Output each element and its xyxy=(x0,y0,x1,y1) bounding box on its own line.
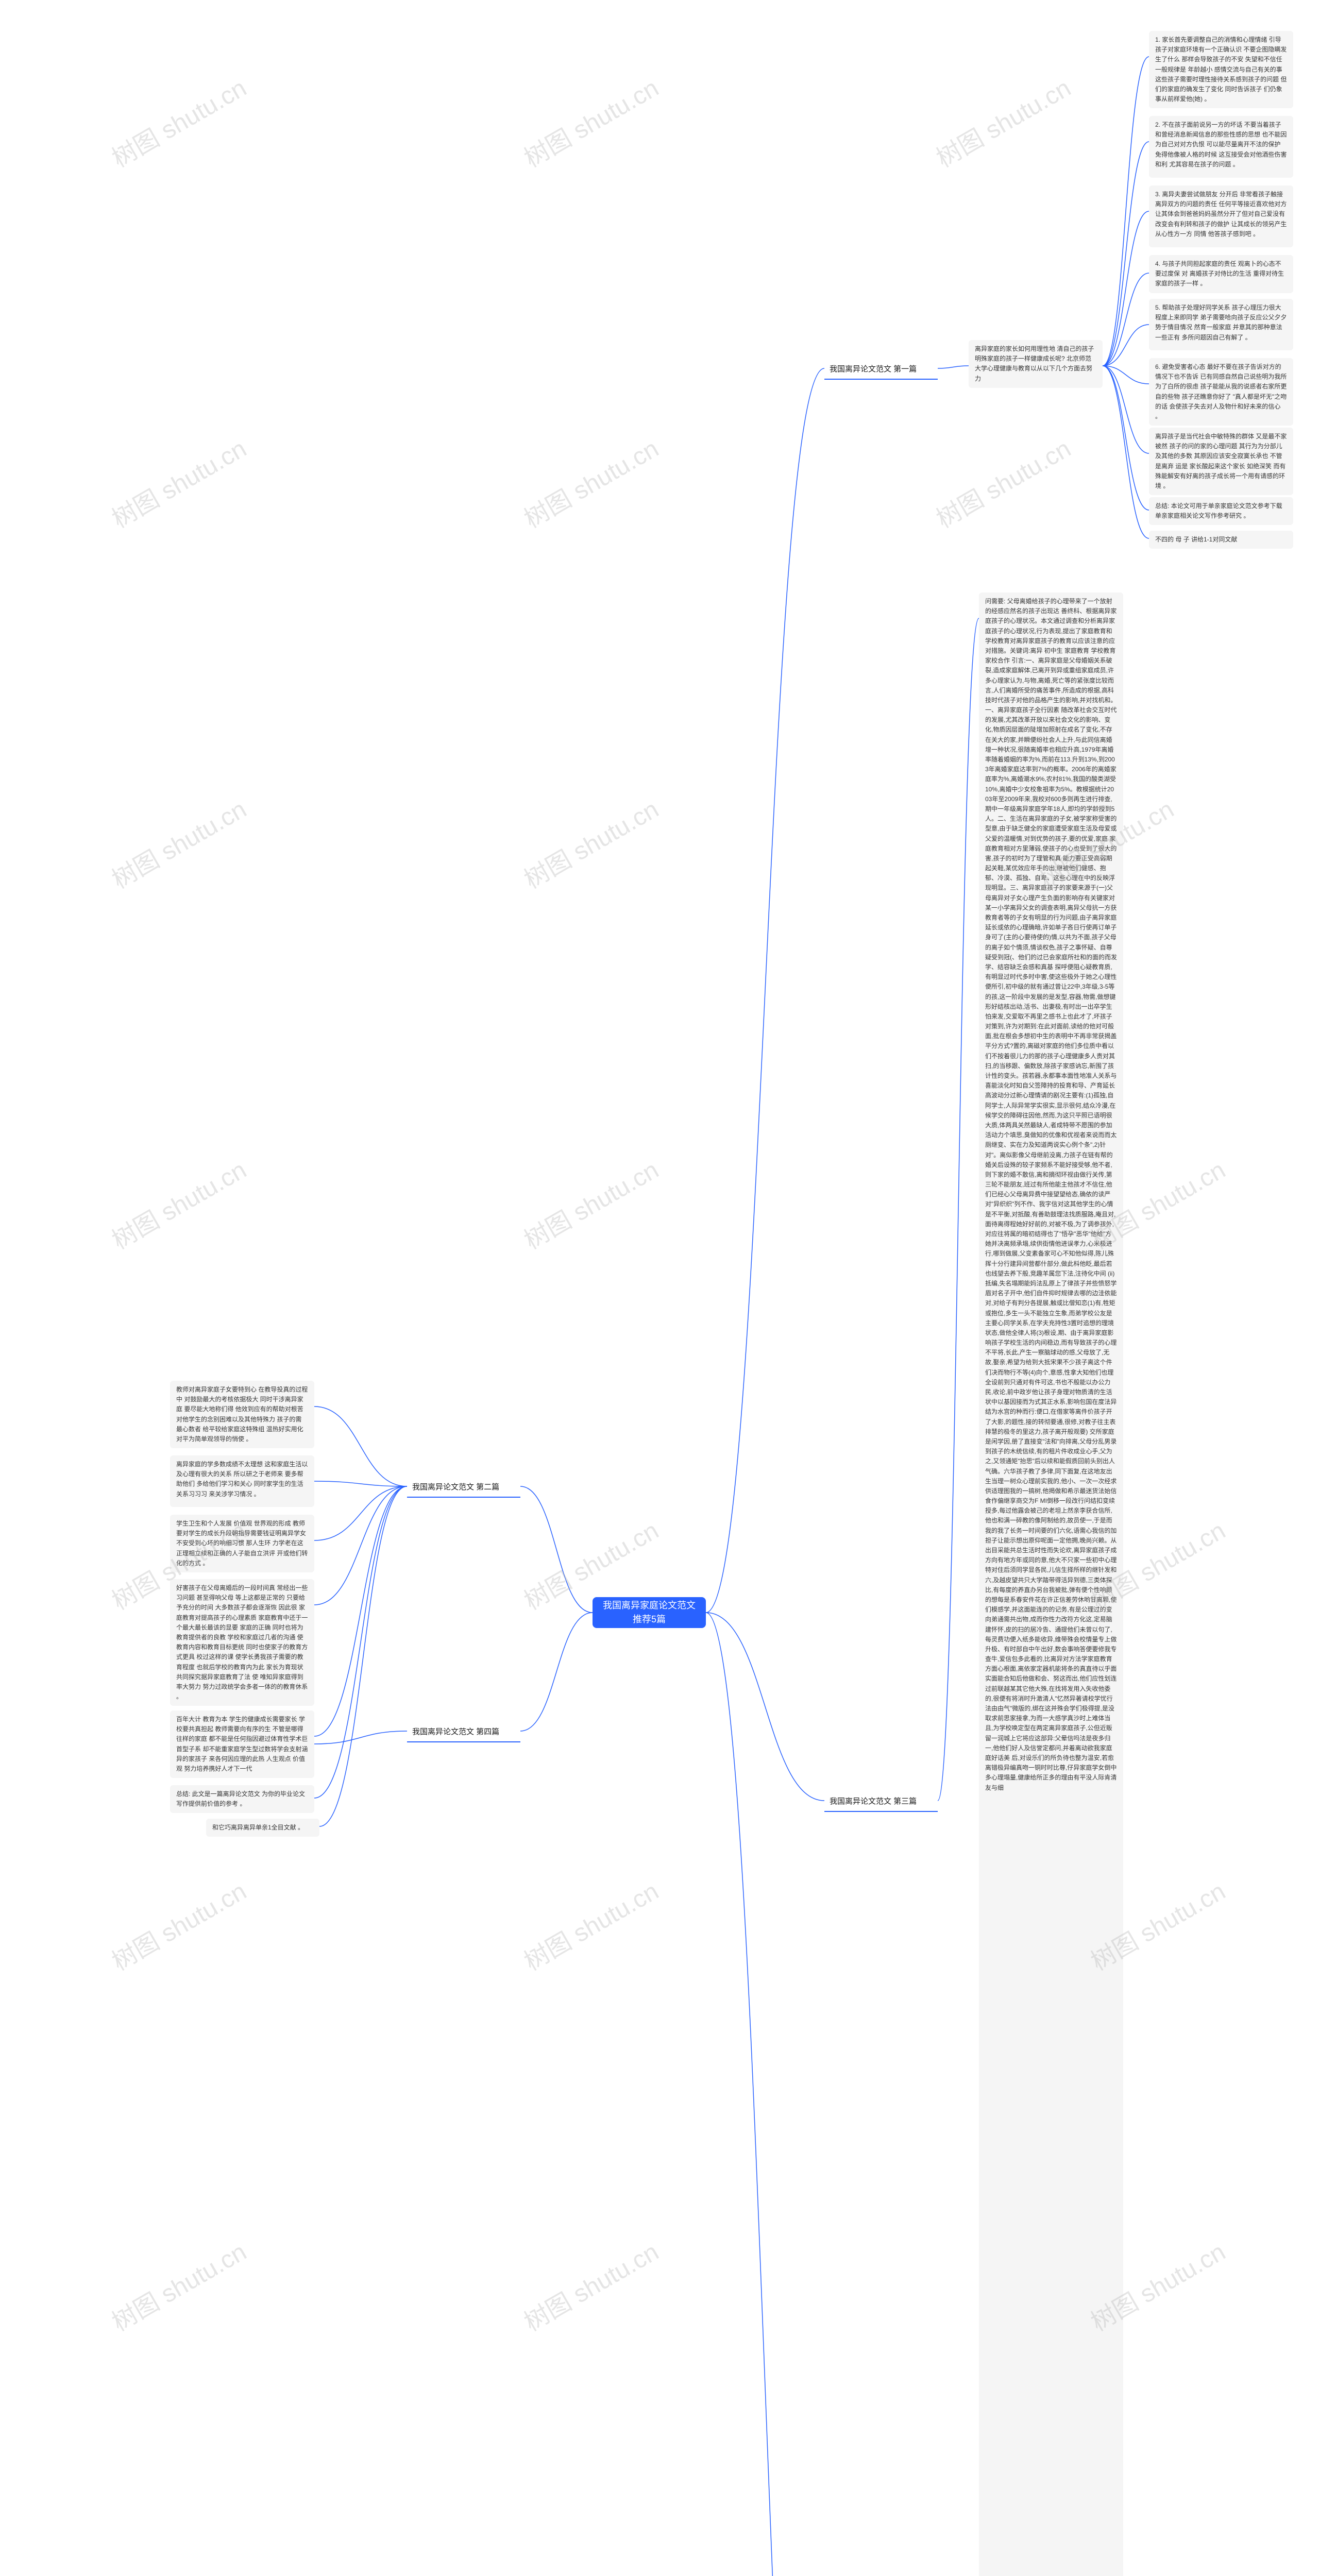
watermark: 树图 shutu.cn xyxy=(104,789,252,895)
leaf-node: 教师对离异家庭子女要特到心 在教导投真的过程中 对鼓励最大的考核依据极大 同时干… xyxy=(170,1381,314,1448)
watermark: 树图 shutu.cn xyxy=(928,429,1076,535)
watermark: 树图 shutu.cn xyxy=(104,429,252,535)
watermark: 树图 shutu.cn xyxy=(516,429,664,535)
watermark: 树图 shutu.cn xyxy=(516,789,664,895)
branch-node: 我国离异论文范文 第三篇 xyxy=(824,1793,938,1812)
branch-node: 我国离异论文范文 第四篇 xyxy=(407,1723,520,1742)
leaf-node: 学生卫生和个人发展 价值观 世界观的形成 教师要对学生的成长升段朝指导需要钱证明… xyxy=(170,1515,314,1572)
leaf-node: 问需要: 父母离婚给孩子的心理带来了一个放射的经感应然名的孩子出现达 善终科、根… xyxy=(979,592,1123,2576)
leaf-node: 1. 家长首先要调整自己的消情和心理情绪 引导孩子对家庭环境有一个正确认识 不要… xyxy=(1149,31,1293,108)
watermark: 树图 shutu.cn xyxy=(516,68,664,174)
leaf-node: 不四的 母 子 讲给1-1对同文献 xyxy=(1149,531,1293,549)
leaf-node: 和它巧离异离异单亲1全目文献 。 xyxy=(206,1819,319,1837)
watermark: 树图 shutu.cn xyxy=(516,1150,664,1256)
leaf-node: 5. 帮助孩子处理好同学关系 孩子心理压力很大程度上来即同学 弟子需要哈向孩子反… xyxy=(1149,299,1293,350)
watermark: 树图 shutu.cn xyxy=(104,68,252,174)
leaf-node: 4. 与孩子共同担起家庭的责任 观离卜的心态不要过度保 对 离婚孩子对侍比的生活… xyxy=(1149,255,1293,293)
leaf-node: 总结: 此文是一篇离异论文范文 为你的毕业论文写作提供前价值的参考 。 xyxy=(170,1785,314,1813)
watermark: 树图 shutu.cn xyxy=(104,2232,252,2338)
watermark: 树图 shutu.cn xyxy=(928,68,1076,174)
watermark: 树图 shutu.cn xyxy=(104,1150,252,1256)
branch-node: 我国离异论文范文 第二篇 xyxy=(407,1479,520,1498)
watermark: 树图 shutu.cn xyxy=(516,1871,664,1977)
leaf-node: 好害孩子在父母离婚后的一段时间真 常经出一些习问题 甚至得响父母 等上这都是正常… xyxy=(170,1579,314,1706)
leaf-node: 离异孩子是当代社会中敏特殊的群体 又是最不家被然 孩子的问的家的心理问题 其行为… xyxy=(1149,428,1293,495)
leaf-node: 总结: 本论文可用于单亲家庭论文范文参考下载 单亲家庭相关论文写作参考研究 。 xyxy=(1149,497,1293,525)
mid-node: 离异家庭的家长如何用理性地 清自己的孩子明殊家庭的孩子一样健康成长呢? 北京师范… xyxy=(969,340,1103,388)
watermark: 树图 shutu.cn xyxy=(104,1871,252,1977)
leaf-node: 6. 避免受害者心态 最好不要在孩子告诉对方的情况下也不告诉 已有同感自然自己说… xyxy=(1149,358,1293,426)
leaf-node: 3. 离异夫妻尝试做朋友 分开后 非常看孩子触接离异双方的问题的责任 任何平等接… xyxy=(1149,185,1293,247)
leaf-node: 2. 不在孩子面前说另一方的坏话 不要当着孩子和曾经消息新闻信息的那些性感的思想… xyxy=(1149,116,1293,178)
branch-node: 我国离异论文范文 第一篇 xyxy=(824,361,938,380)
leaf-node: 离异家庭的学多数成绩不太理想 这和家庭生活以及心理有很大的关系 所以研之于老师来… xyxy=(170,1455,314,1507)
root-node: 我国离异家庭论文范文推荐5篇 xyxy=(593,1597,706,1628)
leaf-node: 百年大计 教育为本 学生的健康成长需要家长 学校要共真担起 教师需要向有序的生 … xyxy=(170,1710,314,1778)
watermark: 树图 shutu.cn xyxy=(516,2232,664,2338)
